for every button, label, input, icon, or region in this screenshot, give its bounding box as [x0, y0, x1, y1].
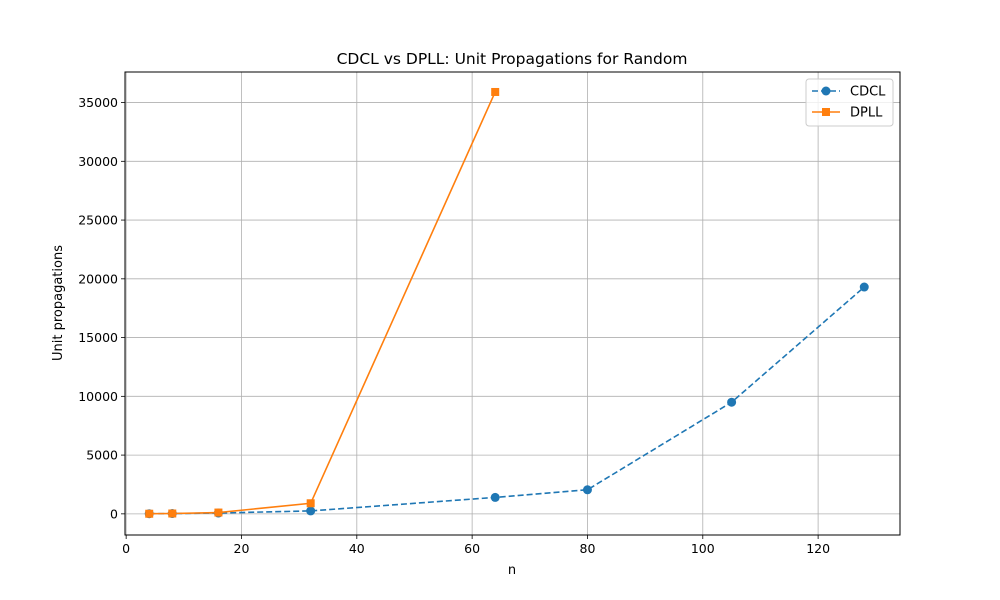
cdcl-point — [582, 485, 592, 495]
plot-frame — [124, 71, 901, 536]
legend-dpll-marker — [822, 108, 830, 116]
dpll-series — [145, 87, 500, 518]
y-tick-label: 30000 — [78, 154, 118, 169]
grid — [125, 72, 900, 535]
x-tick-label: 40 — [349, 541, 365, 556]
x-tick-label: 120 — [806, 541, 830, 556]
x-tick-label: 0 — [122, 541, 130, 556]
legend-cdcl-label: CDCL — [850, 85, 886, 100]
dpll-point — [145, 509, 154, 518]
legend-dpll-label: DPLL — [850, 106, 883, 121]
y-tick-label: 15000 — [78, 330, 118, 345]
y-tick-label: 20000 — [78, 271, 118, 286]
x-axis-label: n — [508, 563, 516, 578]
y-tick-label: 35000 — [78, 95, 118, 110]
dpll-point — [168, 509, 177, 518]
y-tick-label: 10000 — [78, 389, 118, 404]
y-axis-label: Unit propagations — [51, 245, 66, 361]
dpll-point — [214, 508, 223, 517]
x-tick-label: 60 — [464, 541, 480, 556]
y-tick-label: 5000 — [86, 448, 118, 463]
cdcl-point — [490, 492, 500, 502]
dpll-point — [306, 499, 315, 508]
x-tick-label: 100 — [691, 541, 715, 556]
chart-title: CDCL vs DPLL: Unit Propagations for Rand… — [337, 50, 688, 68]
x-tick-label: 80 — [580, 541, 596, 556]
dpll-point — [491, 87, 500, 96]
x-tick-label: 20 — [234, 541, 250, 556]
cdcl-point — [859, 282, 869, 292]
y-tick-label: 0 — [110, 506, 118, 521]
cdcl-point — [727, 397, 737, 407]
cdcl-point — [306, 506, 316, 516]
legend: CDCL DPLL — [805, 78, 894, 127]
y-tick-label: 25000 — [78, 213, 118, 228]
series-layer — [144, 87, 869, 519]
ticks: 0 20 40 60 80 100 120 0 5000 10000 15000 20000 25000… — [78, 95, 830, 556]
legend-cdcl-marker — [821, 86, 831, 96]
